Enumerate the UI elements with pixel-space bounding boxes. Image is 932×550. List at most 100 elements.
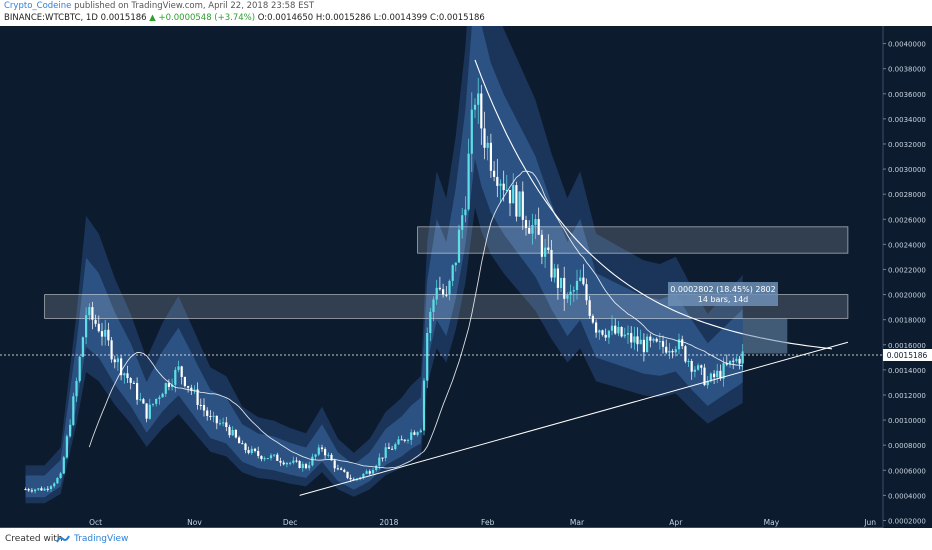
candle-body: [499, 183, 502, 186]
candle-body: [263, 458, 266, 460]
candle-body: [145, 403, 148, 419]
candle-body: [218, 423, 222, 425]
candle-body: [142, 399, 145, 404]
tradingview-brand[interactable]: TradingView: [74, 534, 129, 544]
candle-body: [53, 483, 56, 487]
candle-body: [419, 430, 422, 433]
candle-body: [397, 439, 400, 445]
candle-body: [636, 336, 639, 345]
chart-area[interactable]: 0.0002802 (18.45%) 2802 14 bars, 14d 0.0…: [0, 26, 932, 528]
candle-body: [582, 277, 585, 285]
time-tick-label: May: [764, 518, 780, 527]
candle-body: [607, 330, 610, 338]
last-price: 0.0015186: [100, 13, 147, 23]
price-axis[interactable]: 0.0040000 0.0038000 0.0036000 0.0034000 0.00…: [882, 26, 932, 528]
candle-body: [349, 477, 352, 480]
candle-body: [85, 315, 88, 338]
candle-body: [132, 382, 135, 384]
candle-body: [46, 488, 49, 490]
candle-body: [652, 338, 655, 341]
candle-body: [167, 383, 170, 387]
candle-body: [642, 339, 645, 353]
candle-body: [426, 333, 429, 381]
candle-body: [295, 460, 298, 462]
candle-body: [544, 247, 547, 257]
candle-body: [375, 465, 378, 470]
price-tick-label: 0.0004000: [888, 492, 926, 500]
candle-body: [604, 334, 607, 338]
price-tick-label: 0.0010000: [888, 417, 926, 425]
price-tick-label: 0.0016000: [888, 342, 926, 350]
candle-body: [531, 225, 534, 234]
price-tick-label: 0.0030000: [888, 166, 926, 174]
time-tick-label: Feb: [481, 518, 495, 527]
footer: Created with TradingView: [0, 530, 932, 550]
candle-body: [556, 268, 559, 288]
candle-body: [697, 365, 700, 370]
candle-body: [222, 422, 225, 424]
candle-body: [391, 448, 394, 450]
candle-body: [75, 380, 78, 397]
candle-body: [253, 448, 257, 451]
current-price-marker: 0.0015186: [0, 349, 932, 361]
candle-body: [298, 461, 301, 468]
candle-body: [591, 315, 594, 323]
price-tick-label: 0.0038000: [888, 66, 926, 74]
candle-body: [661, 341, 665, 347]
symbol-label: BINANCE:WTCBTC, 1D: [4, 13, 98, 23]
candle-body: [512, 185, 515, 204]
created-with-text: Created with: [5, 534, 63, 544]
candle-body: [139, 399, 142, 401]
tradingview-logo-icon[interactable]: [56, 534, 70, 544]
candle-body: [65, 436, 68, 458]
candle-body: [502, 183, 505, 191]
time-axis[interactable]: Oct Nov Dec 2018 Feb Mar Apr May Jun: [0, 518, 883, 528]
candle-body: [49, 486, 53, 489]
candle-body: [486, 142, 489, 148]
candle-body: [716, 370, 719, 378]
author-link[interactable]: Crypto_Codeine: [4, 1, 72, 11]
candle-body: [473, 104, 477, 110]
candle-body: [422, 380, 426, 431]
support-trendline: [299, 341, 849, 496]
candle-body: [477, 93, 480, 105]
candle-body: [429, 311, 432, 333]
candle-body: [719, 370, 722, 379]
candle-body: [432, 299, 435, 312]
candle-body: [365, 471, 368, 474]
price-tick-label: 0.0036000: [888, 91, 926, 99]
candle-body: [569, 291, 572, 296]
candle-body: [687, 361, 690, 362]
candle-body: [540, 234, 543, 257]
candle-body: [572, 290, 575, 292]
candle-body: [493, 170, 496, 177]
candle-body: [722, 363, 725, 379]
candle-body: [646, 336, 649, 353]
candle-body: [725, 363, 728, 365]
candle-body: [196, 389, 199, 405]
candle-body: [266, 458, 269, 460]
price-chart[interactable]: 0.0002802 (18.45%) 2802 14 bars, 14d 0.0…: [0, 26, 932, 528]
symbol-info: BINANCE:WTCBTC, 1D 0.0015186 ▲ +0.000054…: [4, 13, 485, 23]
candle-body: [43, 488, 46, 491]
candle-body: [234, 430, 237, 438]
candle-body: [327, 454, 330, 456]
price-tick-label: 0.0028000: [888, 191, 926, 199]
candle-body: [285, 462, 288, 465]
candle-body: [129, 378, 132, 383]
price-tick-label: 0.0018000: [888, 317, 926, 325]
candle-body: [461, 215, 464, 230]
candle-body: [464, 209, 467, 216]
candle-body: [62, 457, 65, 474]
candle-body: [120, 358, 123, 376]
candle-body: [630, 333, 633, 343]
resistance-zones: [44, 226, 849, 319]
candle-body: [614, 325, 617, 334]
candle-body: [59, 473, 62, 478]
candle-body: [110, 340, 113, 360]
candle-body: [518, 191, 521, 217]
candle-body: [713, 373, 716, 378]
candle-body: [202, 405, 206, 411]
publish-text: published on TradingView.com, April 22, …: [74, 1, 315, 11]
candle-body: [728, 360, 732, 365]
